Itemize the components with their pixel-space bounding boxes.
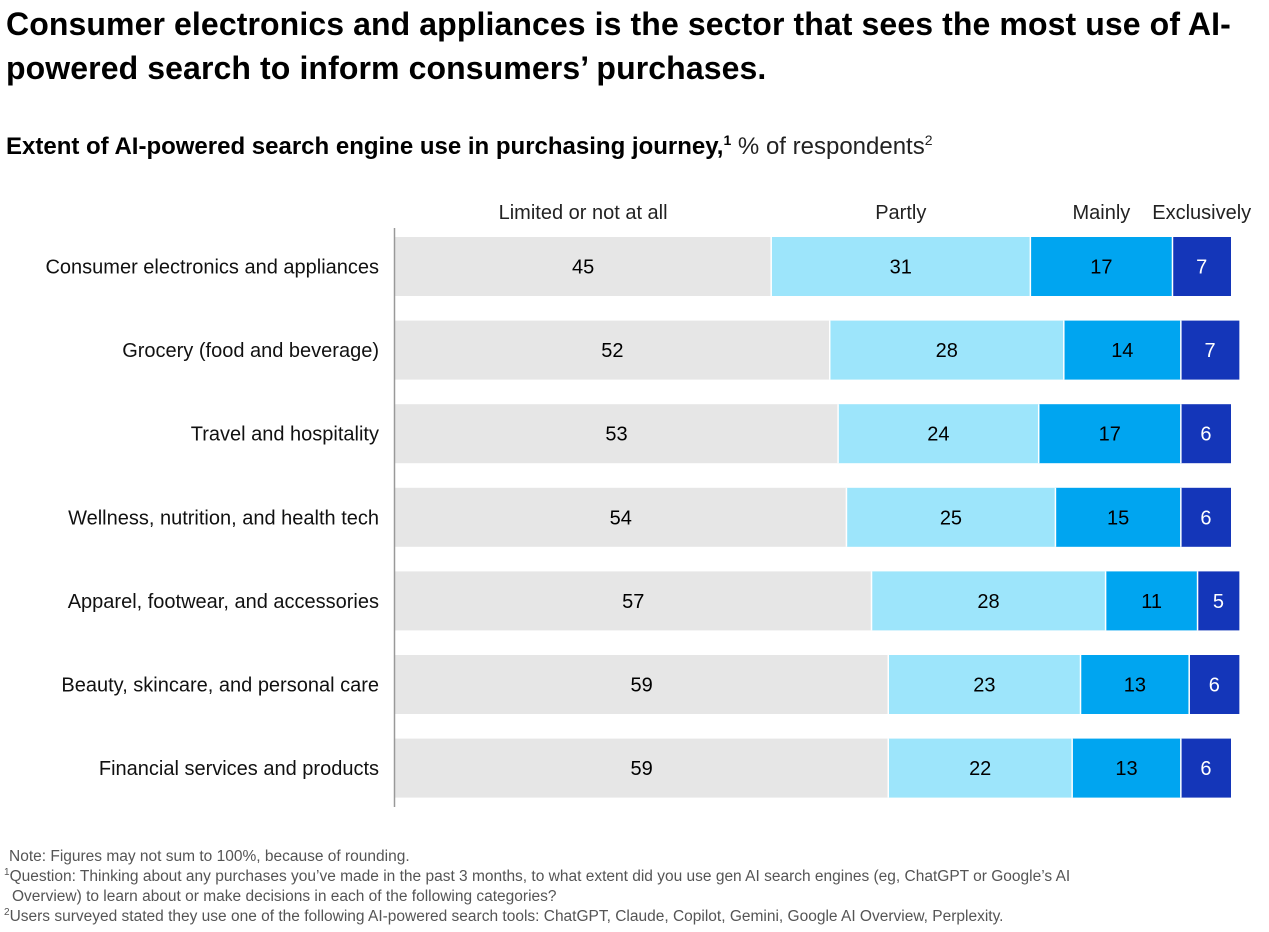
data-label-mainly: 14 (1111, 340, 1133, 362)
bar-segment-limited (395, 487, 847, 547)
footnotes: Note: Figures may not sum to 100%, becau… (4, 847, 1254, 927)
subtitle-unit: % of respondents2 (731, 132, 933, 160)
footnote-marker-1: 1 (723, 132, 732, 148)
data-label-partly: 22 (969, 758, 991, 780)
bar-segment-mainly (1080, 655, 1190, 714)
bar-segment-limited (395, 571, 872, 631)
footnote-1-marker: 1 (4, 866, 10, 878)
bar-segment-partly (771, 237, 1031, 296)
data-label-limited: 45 (572, 257, 594, 279)
bar-segment-mainly (1030, 237, 1173, 296)
legend-label-exclusively: Exclusively (1152, 202, 1251, 224)
category-label: Grocery (food and beverage) (122, 340, 379, 362)
category-label: Apparel, footwear, and accessories (68, 591, 379, 613)
legend-label-partly: Partly (875, 202, 926, 224)
bar-segment-exclusively (1180, 487, 1231, 547)
data-label-exclusively: 6 (1209, 675, 1220, 697)
data-label-mainly: 13 (1115, 758, 1137, 780)
bar-segment-limited (395, 404, 839, 464)
footnote-1-text: Question: Thinking about any purchases y… (9, 868, 1071, 885)
footnote-2: 2Users surveyed stated they use one of t… (4, 907, 1254, 927)
bar-segment-partly (888, 738, 1073, 798)
data-label-exclusively: 6 (1200, 507, 1211, 529)
bar-segment-mainly (1038, 404, 1181, 464)
bar-row: Financial services and products 59 22 13 6 (99, 738, 1231, 798)
category-label: Beauty, skincare, and personal care (61, 675, 379, 697)
bar-row: Wellness, nutrition, and health tech 54 25… (68, 487, 1231, 547)
subtitle-unit-text: % of respondents (731, 133, 925, 160)
bar-row: Travel and hospitality 53 24 17 6 (191, 404, 1231, 464)
data-label-partly: 28 (936, 340, 958, 362)
data-label-limited: 53 (605, 424, 627, 446)
bar-segment-limited (395, 655, 889, 714)
data-label-mainly: 11 (1141, 591, 1162, 613)
subtitle-measure: Extent of AI-powered search engine use i… (6, 133, 731, 160)
bar-segment-exclusively (1180, 404, 1231, 464)
chart-subtitle: Extent of AI-powered search engine use i… (6, 130, 933, 164)
category-label: Consumer electronics and appliances (45, 257, 379, 279)
data-label-exclusively: 6 (1200, 424, 1211, 446)
bar-segment-mainly (1105, 571, 1198, 631)
data-label-limited: 54 (610, 507, 632, 529)
data-label-limited: 59 (630, 675, 652, 697)
data-label-partly: 24 (927, 424, 949, 446)
data-label-limited: 52 (601, 340, 623, 362)
bar-row: Beauty, skincare, and personal care 59 23 1… (61, 655, 1240, 714)
subtitle-measure-text: Extent of AI-powered search engine use i… (6, 133, 724, 160)
bar-segment-partly (846, 487, 1056, 547)
footnote-1-continued: Overview) to learn about or make decisio… (12, 888, 557, 905)
data-label-partly: 23 (973, 675, 995, 697)
bar-segment-mainly (1063, 320, 1181, 380)
category-label: Financial services and products (99, 758, 379, 780)
footnote-1: 1Question: Thinking about any purchases … (4, 867, 1254, 887)
bar-segment-partly (888, 655, 1081, 714)
data-label-limited: 59 (630, 758, 652, 780)
bar-segment-limited (395, 738, 889, 798)
data-label-mainly: 17 (1099, 424, 1121, 446)
data-label-limited: 57 (622, 591, 644, 613)
bar-segment-partly (829, 320, 1064, 380)
note-rounding: Note: Figures may not sum to 100%, becau… (9, 848, 410, 865)
data-label-mainly: 15 (1107, 507, 1129, 529)
bar-segment-mainly (1055, 487, 1181, 547)
legend-label-mainly: Mainly (1073, 202, 1131, 224)
bar-row: Grocery (food and beverage) 52 28 14 7 (122, 320, 1240, 380)
data-label-partly: 31 (890, 257, 912, 279)
bar-segment-limited (395, 237, 772, 296)
bar-segment-exclusively (1189, 655, 1240, 714)
legend-label-limited: Limited or not at all (499, 202, 668, 224)
bar-segment-exclusively (1172, 237, 1231, 296)
footnote-2-marker: 2 (4, 906, 10, 918)
data-label-mainly: 17 (1090, 257, 1112, 279)
bar-segment-limited (395, 320, 830, 380)
bar-segment-exclusively (1180, 738, 1231, 798)
data-label-exclusively: 5 (1213, 591, 1224, 613)
footnote-2-text: Users surveyed stated they use one of th… (9, 908, 1004, 925)
bar-segment-exclusively (1180, 320, 1240, 380)
bar-segment-mainly (1072, 738, 1181, 798)
data-label-partly: 28 (977, 591, 999, 613)
bar-segment-exclusively (1197, 571, 1240, 631)
category-label: Travel and hospitality (191, 424, 379, 446)
bar-row: Consumer electronics and appliances 45 31 1… (45, 237, 1231, 296)
stacked-bar-chart: Limited or not at all Partly Mainly Exclusi… (45, 202, 1251, 807)
footnote-marker-2: 2 (924, 132, 933, 148)
data-label-exclusively: 7 (1196, 257, 1207, 279)
category-label: Wellness, nutrition, and health tech (68, 507, 379, 529)
bar-segment-partly (838, 404, 1039, 464)
bar-segment-partly (871, 571, 1106, 631)
bar-row: Apparel, footwear, and accessories 57 28 11… (68, 571, 1240, 631)
data-label-partly: 25 (940, 507, 962, 529)
chart-headline: Consumer electronics and appliances is t… (6, 6, 1231, 86)
data-label-exclusively: 6 (1200, 758, 1211, 780)
data-label-mainly: 13 (1124, 675, 1146, 697)
data-label-exclusively: 7 (1205, 340, 1216, 362)
